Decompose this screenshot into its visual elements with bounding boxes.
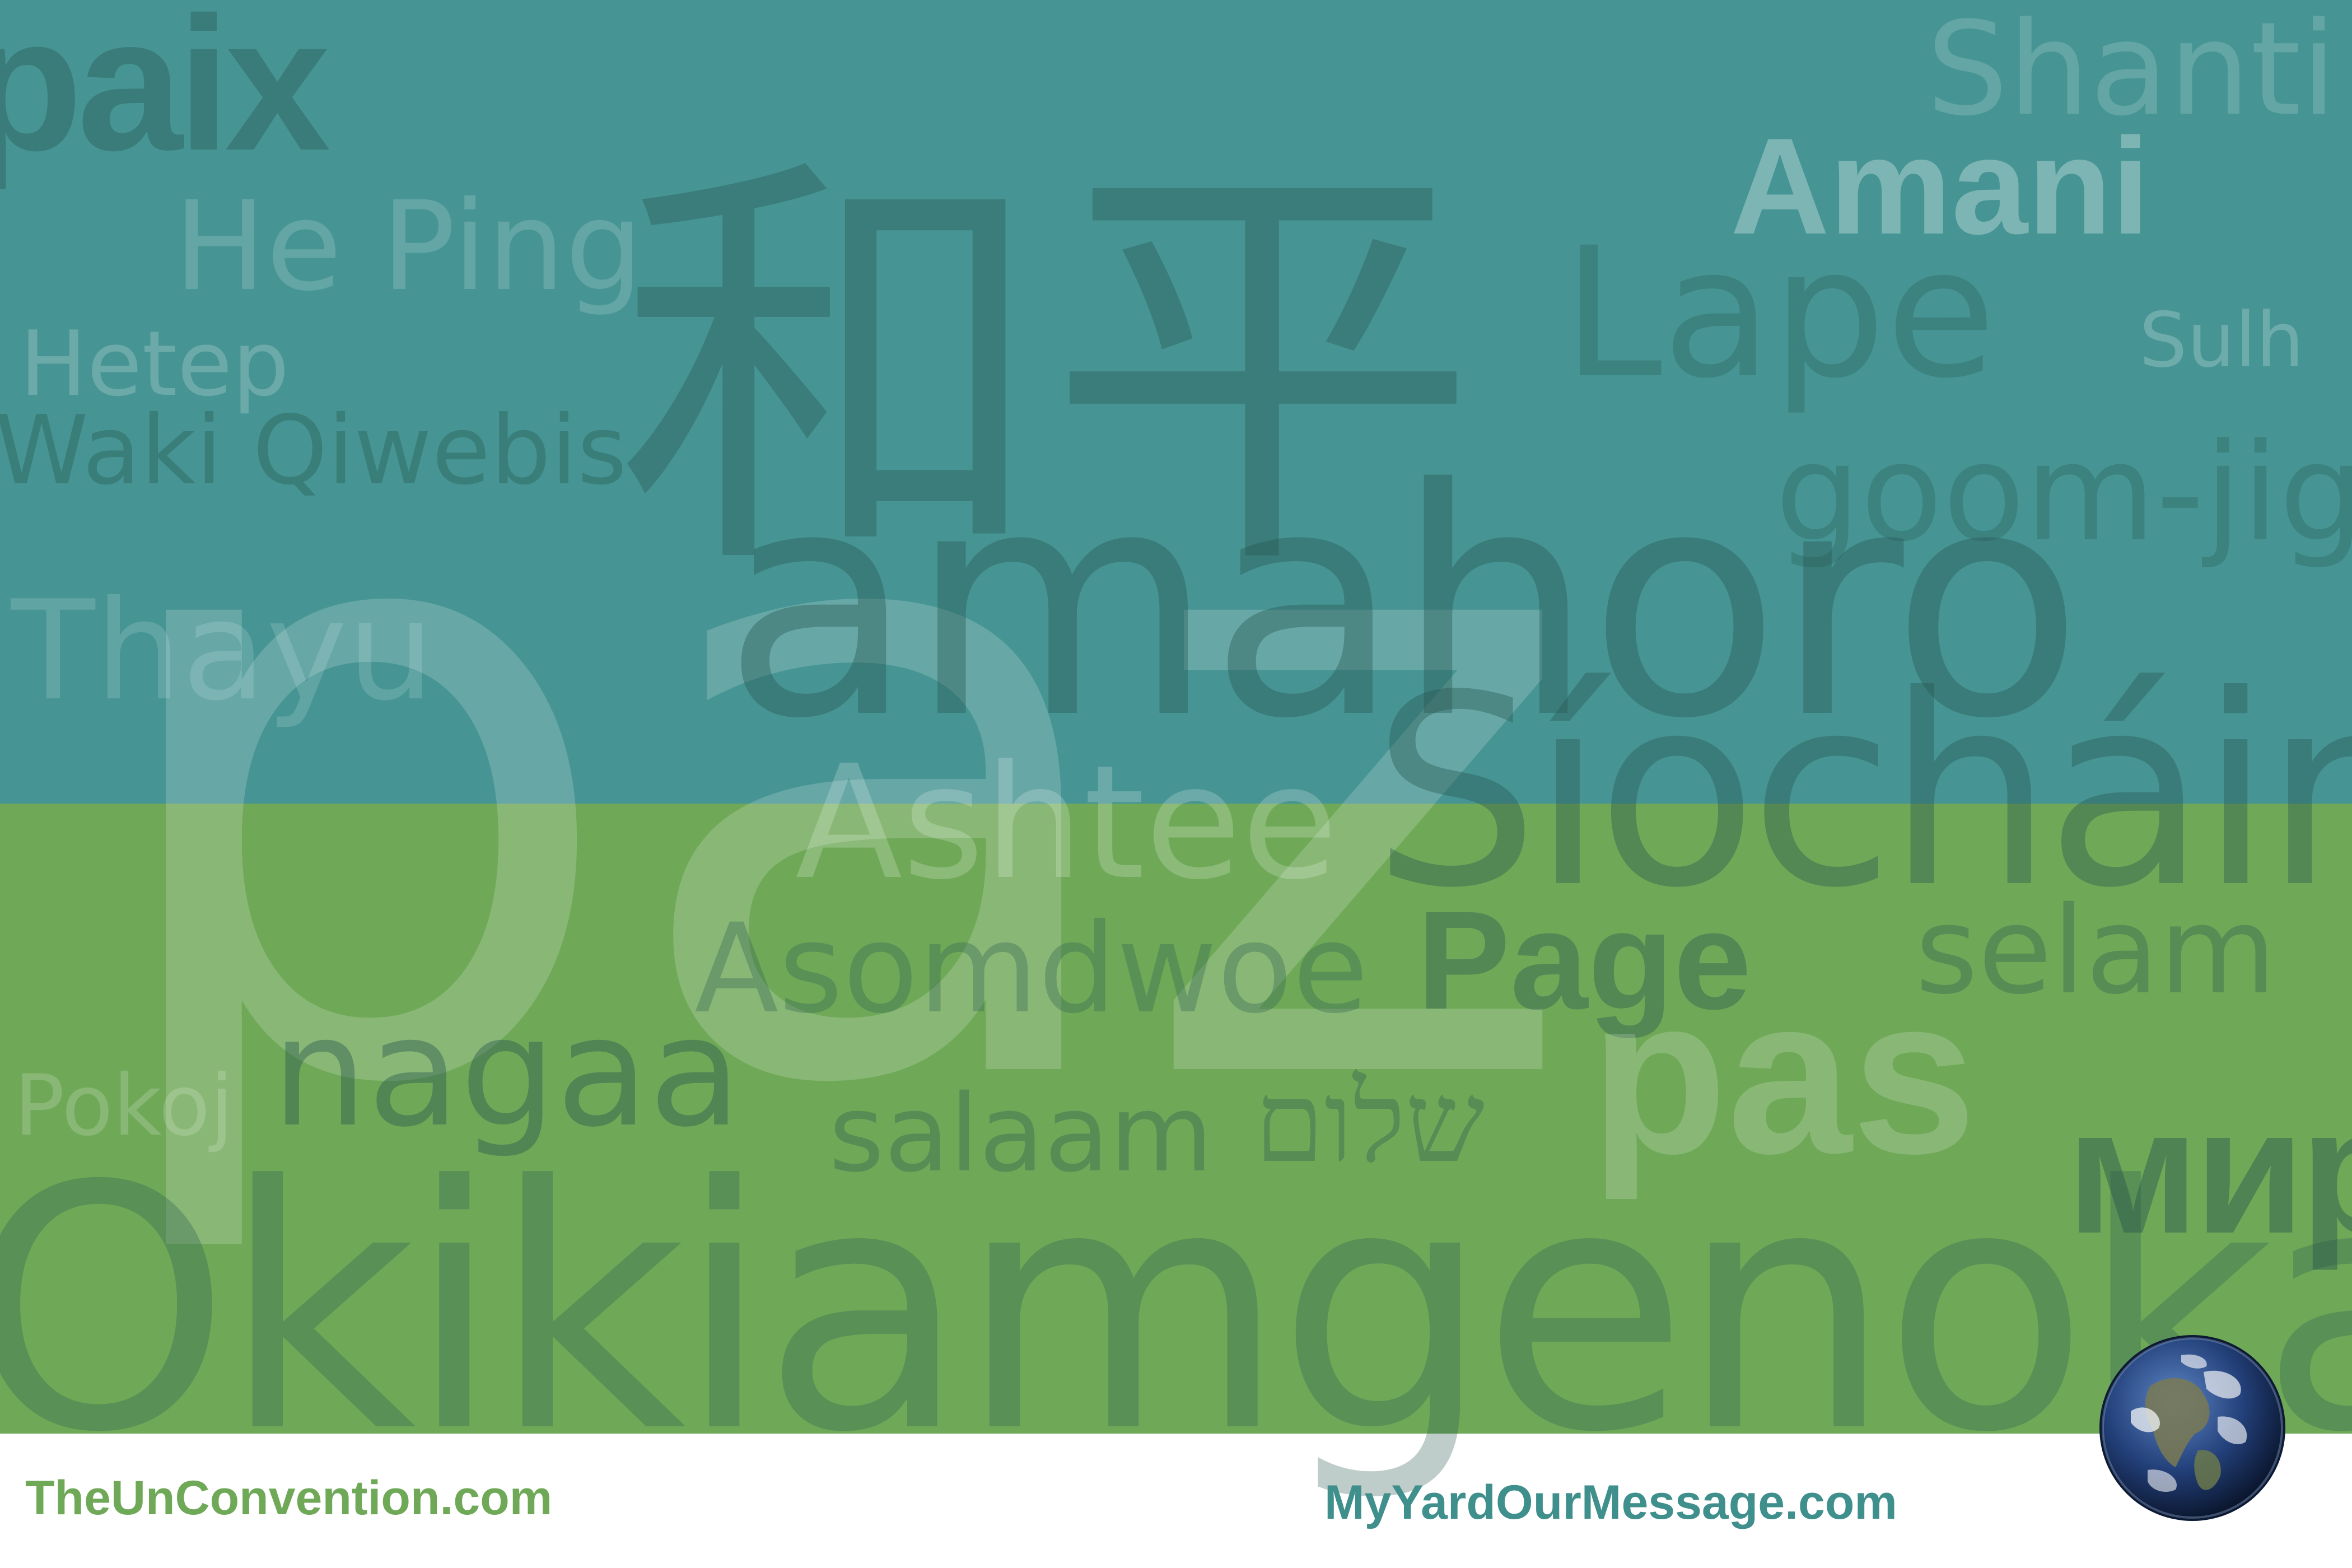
word-paz: paz bbox=[90, 290, 1579, 1267]
word-nagaa: nagaa bbox=[272, 984, 741, 1160]
word-siochain: Síocháin bbox=[1372, 639, 2352, 945]
teal-band bbox=[0, 0, 2352, 804]
word-goom-jigi: goom-jigi bbox=[1775, 414, 2352, 571]
word-waki-qiwebis: Waki Qiwebis bbox=[0, 395, 627, 506]
word-lape: Lape bbox=[1562, 209, 1996, 418]
word-amani: Amani bbox=[1730, 109, 2150, 263]
word-sulh: Sulh bbox=[2139, 296, 2304, 384]
word-ashtee: Ashtee bbox=[795, 732, 1338, 914]
word-chinese: 和平 bbox=[616, 121, 1478, 623]
word-asomdwoe: Asomdwoe bbox=[694, 897, 1369, 1040]
word-thayu: Thayu bbox=[11, 571, 435, 731]
word-hetep: Hetep bbox=[20, 311, 290, 416]
right-website-link[interactable]: MyYardOurMessage.com bbox=[1324, 1476, 1897, 1529]
word-shanti: Shanti bbox=[1926, 0, 2337, 144]
word-he-ping: He Ping bbox=[174, 175, 643, 318]
word-page: Page bbox=[1417, 882, 1752, 1038]
word-paix: paix bbox=[0, 0, 330, 190]
footer-strip bbox=[0, 1434, 2352, 1568]
word-mir: мир bbox=[2066, 1070, 2352, 1271]
left-website-link[interactable]: TheUnConvention.com bbox=[25, 1471, 553, 1525]
earth-globe-icon bbox=[2099, 1335, 2285, 1521]
word-pas: pas bbox=[1590, 950, 1977, 1200]
green-band bbox=[0, 804, 2352, 1434]
word-okikiamgenoka: Okikiamgenoka bbox=[0, 1114, 2352, 1506]
word-pokoj: Pokoj bbox=[14, 1057, 234, 1155]
word-amahoro: amahoro bbox=[722, 422, 2083, 787]
word-selam: selam bbox=[1915, 880, 2277, 1021]
word-shalom: שלום bbox=[1254, 1057, 1485, 1188]
word-salaam: salaam bbox=[829, 1072, 1214, 1196]
